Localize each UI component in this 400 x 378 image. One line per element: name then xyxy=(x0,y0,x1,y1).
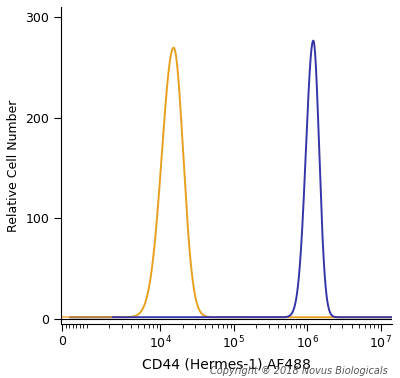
Y-axis label: Relative Cell Number: Relative Cell Number xyxy=(7,99,20,232)
X-axis label: CD44 (Hermes-1) AF488: CD44 (Hermes-1) AF488 xyxy=(142,357,311,371)
Text: Copyright ® 2018 Novus Biologicals: Copyright ® 2018 Novus Biologicals xyxy=(210,366,388,376)
